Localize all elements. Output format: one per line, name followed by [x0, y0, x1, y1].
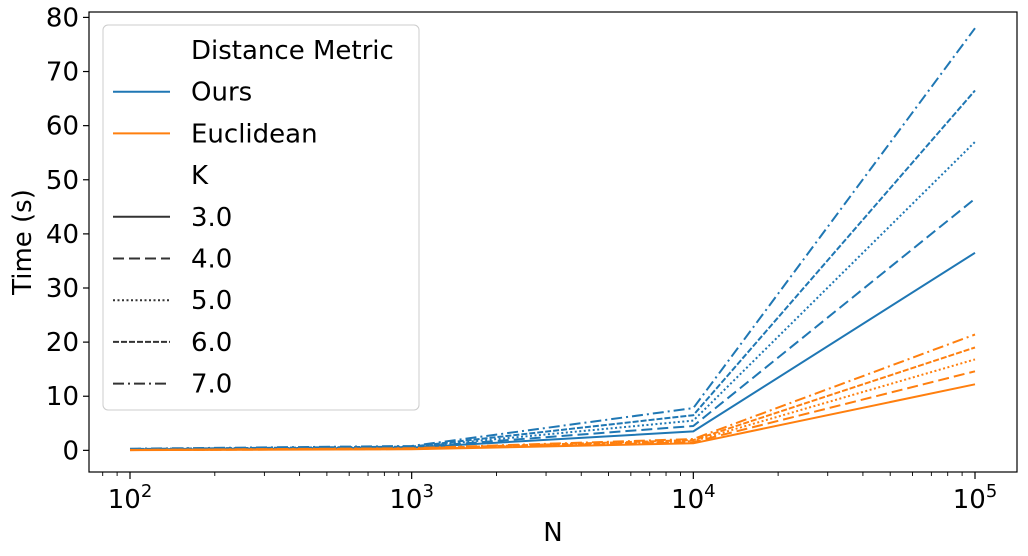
axes-layer: 0 10 20 30 40 50 60 70 80 102 103 104 105 [46, 3, 997, 515]
x-axis-label: N [543, 518, 562, 548]
series-line-ours-k7-0 [129, 27, 976, 450]
y-tick-label: 10 [46, 382, 79, 412]
x-tick-label: 104 [671, 481, 716, 515]
legend-entry-k3-0-label: 3.0 [191, 203, 232, 233]
x-tick-label: 103 [389, 481, 434, 515]
series-line-euclidean-k4-0 [129, 370, 976, 452]
legend-entry-ours-label: Ours [191, 78, 252, 108]
legend: Distance Metric Ours Euclidean K 3.0 4.0 5.0 6.… [102, 24, 420, 411]
y-tick-label: 50 [46, 166, 79, 196]
series-line-euclidean-k7-0 [129, 333, 976, 451]
legend-entry-k4-0-label: 4.0 [191, 245, 232, 275]
series-line-euclidean-k6-0 [129, 346, 976, 451]
y-tick-label: 30 [46, 274, 79, 304]
x-tick-label: 102 [108, 481, 153, 515]
legend-title-distance-metric-label: Distance Metric [191, 36, 394, 66]
y-tick-label: 20 [46, 328, 79, 358]
legend-title-k-label: K [191, 161, 209, 191]
legend-entry-k6-0-label: 6.0 [191, 328, 232, 358]
plot-frame [88, 11, 1018, 473]
legend-entry-euclidean-label: Euclidean [191, 119, 318, 149]
y-axis-label: Time (s) [8, 189, 38, 296]
y-tick-label: 80 [46, 3, 79, 33]
legend-entry-k7-0-label: 7.0 [191, 370, 232, 400]
y-tick-label: 70 [46, 58, 79, 88]
y-tick-label: 60 [46, 112, 79, 142]
series-layer [129, 27, 976, 452]
y-tick-label: 40 [46, 220, 79, 250]
x-tick-label: 105 [953, 481, 998, 515]
series-line-ours-k4-0 [129, 197, 976, 451]
legend-box [102, 24, 420, 411]
legend-entry-k5-0-label: 5.0 [191, 286, 232, 316]
y-tick-label: 0 [62, 436, 79, 466]
series-line-ours-k6-0 [129, 89, 976, 450]
